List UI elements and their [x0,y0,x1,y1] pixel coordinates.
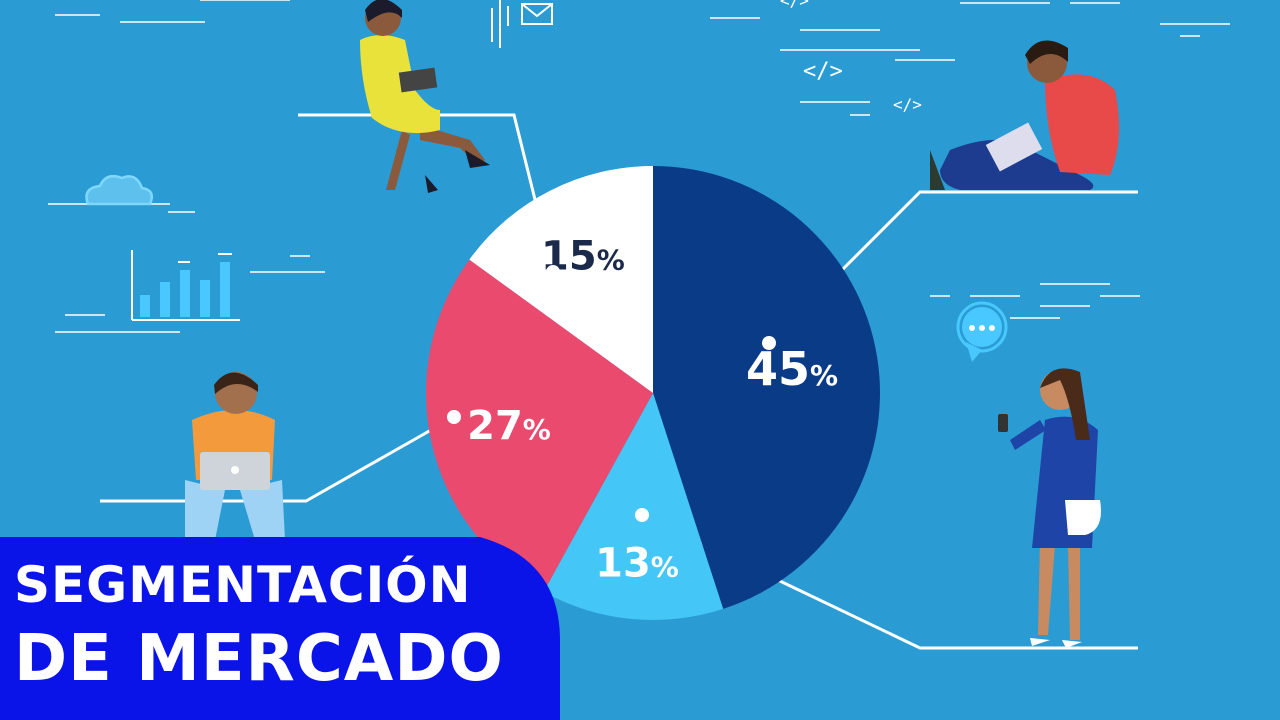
connector-dots [447,265,776,522]
pie-slice [469,166,653,393]
envelope-icon [491,0,553,48]
pie-chart: 45%13%27%15% [426,166,880,620]
pie-slice-label: 13% [595,540,679,586]
code-icon: </> </> [780,0,922,114]
code-icon: </> [803,59,843,84]
pie-slice [653,166,880,609]
bar-chart-icon [131,250,240,321]
svg-text:</>: </> [893,95,922,114]
person-man-laptop-sitting [930,40,1119,190]
pie-slice [543,393,724,620]
title-banner [0,537,560,720]
pie-slice-label: 27% [467,403,551,449]
person-man-laptop-front [185,372,285,540]
title-line-2: DE MERCADO [14,622,504,696]
person-woman-smartphone [998,368,1101,648]
pie-slice [426,259,653,592]
pie-slice-label: 45% [746,342,838,396]
chat-bubble-icon [956,301,1008,362]
svg-text:</>: </> [780,0,809,10]
cloud-icon [85,175,153,206]
smartphone-icon [998,414,1008,432]
person-woman-tablet [360,0,490,193]
title-line-1: SEGMENTACIÓN [14,556,472,614]
svg-text:</>: </> [803,59,843,84]
